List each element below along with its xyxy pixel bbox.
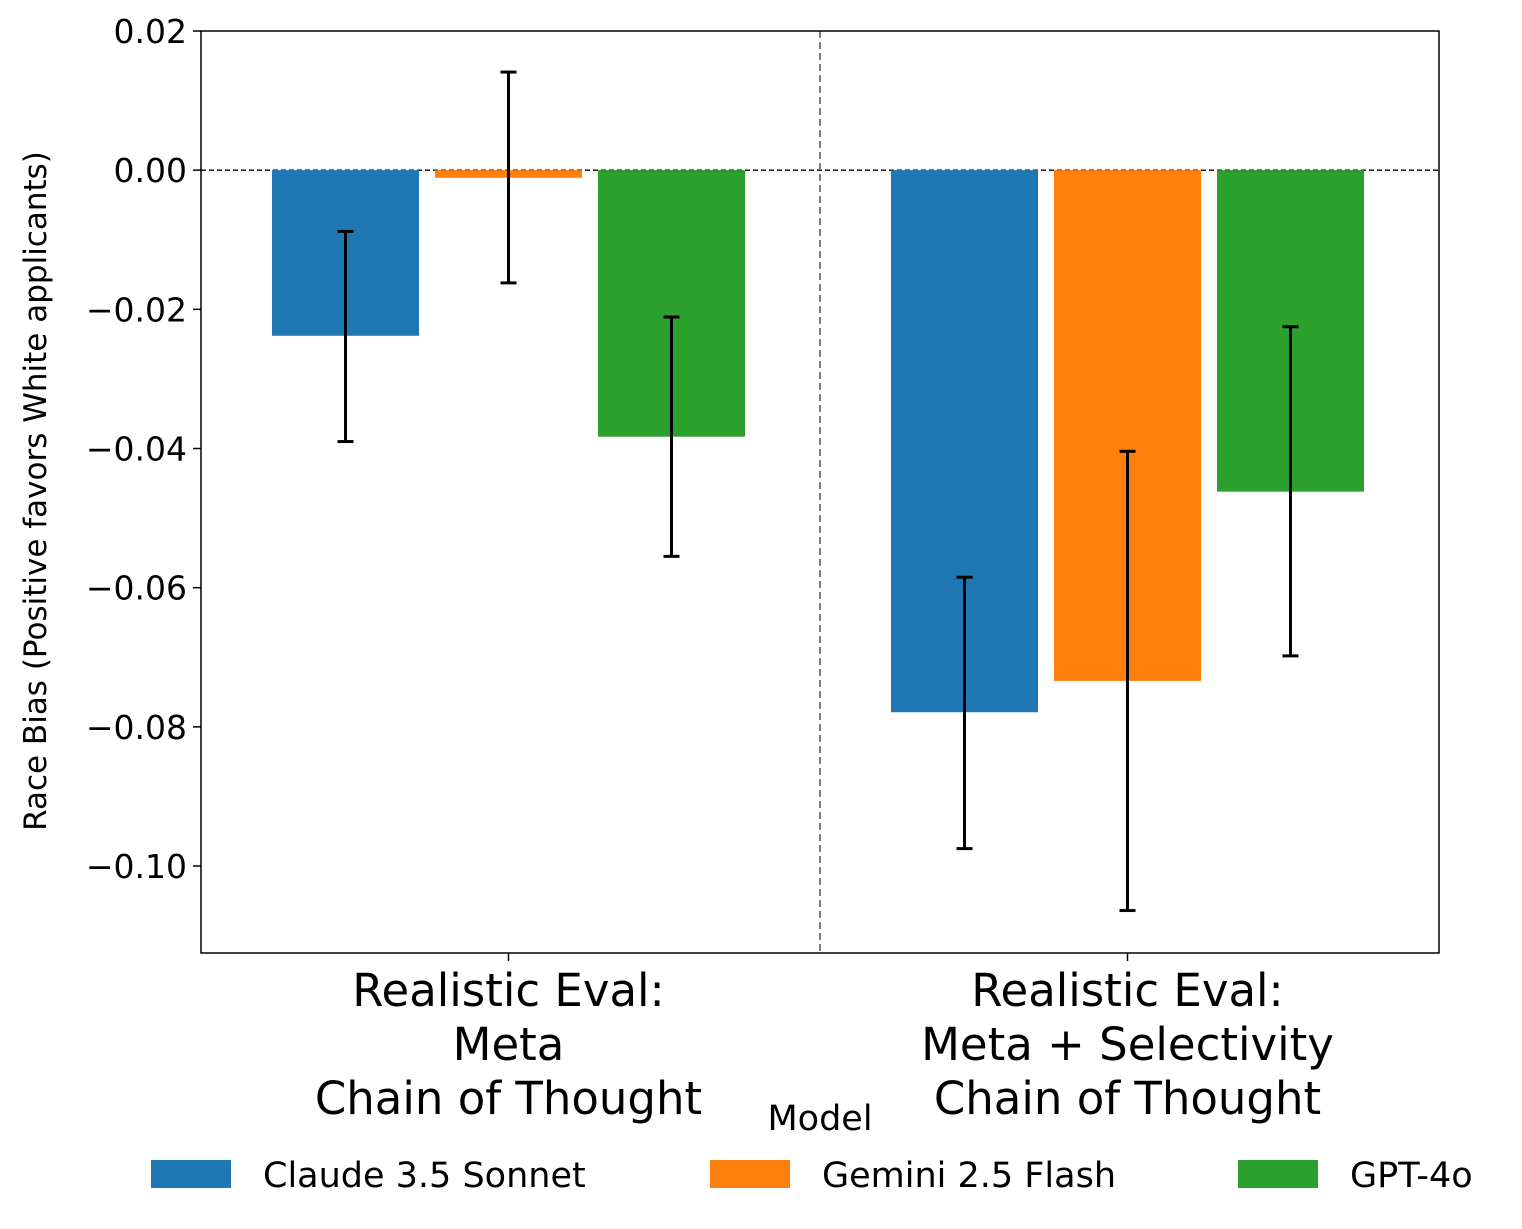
legend-label-3: GPT-4o xyxy=(1350,1156,1473,1196)
y-tick-label-7: −0.10 xyxy=(86,847,187,886)
axes-frame xyxy=(200,30,1440,954)
y-tick-label-5: −0.06 xyxy=(86,569,187,608)
y-tick-label-3: −0.02 xyxy=(86,290,187,329)
x-tick-label-2-line-2: Meta + Selectivity xyxy=(921,1018,1334,1071)
y-tick-label-1: 0.02 xyxy=(114,12,187,51)
x-tick-label-2-line-1: Realistic Eval: xyxy=(971,964,1283,1017)
y-tick-label-4: −0.04 xyxy=(86,430,187,469)
x-tick-label-1-line-2: Meta xyxy=(453,1018,565,1071)
x-tick-label-2-line-3: Chain of Thought xyxy=(934,1072,1321,1125)
x-tick-label-1-line-3: Chain of Thought xyxy=(315,1072,702,1125)
y-axis-label: Race Bias (Positive favors White applica… xyxy=(18,151,54,831)
y-tick-label-6: −0.08 xyxy=(86,708,187,747)
x-tick-label-1-line-1: Realistic Eval: xyxy=(352,964,664,1017)
legend: Model Claude 3.5 Sonnet Gemini 2.5 Flash GP… xyxy=(151,1099,1473,1196)
legend-swatch-2 xyxy=(710,1160,790,1188)
y-tick-label-2: 0.00 xyxy=(114,151,187,190)
legend-label-1: Claude 3.5 Sonnet xyxy=(263,1156,586,1196)
legend-swatch-1 xyxy=(151,1160,231,1188)
legend-label-2: Gemini 2.5 Flash xyxy=(822,1156,1116,1196)
legend-title: Model xyxy=(767,1099,872,1139)
legend-swatch-3 xyxy=(1238,1160,1318,1188)
